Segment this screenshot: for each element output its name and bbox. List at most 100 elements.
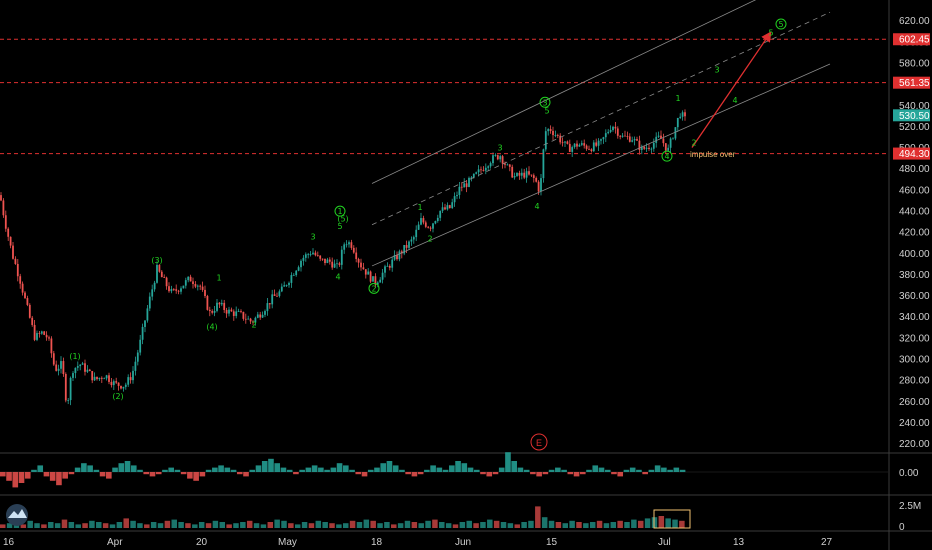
candle-body — [148, 296, 151, 309]
volume-bar — [41, 524, 47, 528]
oscillator-bar — [199, 472, 206, 477]
candle-body — [547, 129, 550, 132]
price-axis-tick: 620.00 — [899, 16, 930, 27]
candle-body — [340, 249, 343, 265]
volume-bar — [322, 522, 328, 528]
oscillator-bar — [380, 463, 387, 472]
price-axis-tick: 380.00 — [899, 270, 930, 281]
oscillator-bar — [424, 469, 430, 472]
volume-bar — [301, 522, 308, 528]
oscillator-bar — [648, 469, 655, 472]
candle-body — [660, 135, 662, 139]
candle-body — [403, 245, 406, 254]
candle-body — [540, 178, 542, 192]
candle-body — [604, 133, 607, 138]
candle-body — [640, 146, 643, 150]
volume-bar — [61, 519, 68, 528]
candle-body — [180, 288, 182, 292]
candle-body — [463, 183, 466, 188]
volume-bar — [562, 523, 569, 528]
candle-body — [50, 338, 53, 354]
candle-body — [312, 252, 314, 255]
candle-body — [216, 302, 218, 311]
oscillator-bar — [99, 472, 106, 477]
candle-body — [636, 139, 638, 141]
candle-body — [24, 292, 26, 299]
candle-body — [120, 385, 122, 389]
candle-body — [638, 140, 641, 150]
volume-bar — [404, 520, 411, 528]
candle-body — [33, 324, 36, 340]
candle-body — [160, 271, 163, 278]
oscillator-bar — [349, 469, 355, 472]
candle-body — [475, 172, 478, 174]
oscillator-bar — [130, 465, 137, 472]
oscillator-bar — [592, 465, 599, 472]
candle-body — [187, 276, 190, 281]
volume-bar — [102, 523, 109, 528]
oscillator-bar — [87, 465, 93, 472]
candle-body — [285, 285, 288, 286]
candle-body — [528, 171, 530, 175]
candle-body — [266, 303, 269, 312]
candle-body — [105, 375, 108, 379]
candle-body — [242, 311, 245, 319]
wave-label: 4 — [732, 96, 737, 105]
volume-bar — [397, 523, 404, 528]
candle-body — [196, 285, 199, 287]
candle-body — [230, 309, 233, 312]
candle-body — [79, 364, 82, 367]
oscillator-bar — [598, 467, 605, 472]
price-axis-tick: 340.00 — [899, 312, 930, 323]
oscillator-bar — [343, 465, 349, 472]
candle-body — [232, 311, 235, 316]
candle-body — [96, 376, 98, 380]
candle-body — [158, 264, 161, 272]
candle-body — [372, 276, 374, 282]
price-axis-tick: 320.00 — [899, 333, 930, 344]
candle-body — [650, 148, 653, 150]
oscillator-bar — [492, 472, 499, 475]
candle-body — [376, 282, 379, 285]
oscillator-bar — [480, 472, 486, 475]
candle-body — [499, 156, 502, 160]
volume-bar — [569, 520, 575, 528]
candle-body — [132, 370, 134, 381]
candle-body — [576, 143, 578, 147]
current-price-tag-text: 530.50 — [899, 111, 930, 122]
volume-bar — [240, 522, 246, 528]
volume-bar — [343, 523, 349, 528]
candle-body — [384, 266, 386, 273]
price-level-tag — [893, 147, 930, 160]
candle-body — [252, 321, 254, 323]
candle-body — [580, 143, 583, 145]
candle-body — [487, 166, 490, 168]
volume-bar — [274, 519, 280, 528]
candle-body — [655, 136, 658, 143]
volume-bar — [82, 523, 88, 528]
oscillator-bar — [555, 467, 561, 472]
volume-bar — [528, 520, 534, 528]
oscillator-bar — [511, 461, 517, 472]
candle-body — [667, 147, 670, 151]
oscillator-bar — [617, 472, 624, 477]
volume-bar — [493, 520, 500, 528]
volume-bar — [624, 522, 630, 528]
volume-bar — [212, 520, 219, 528]
candle-body — [482, 169, 485, 171]
volume-bar — [185, 523, 191, 528]
oscillator-bar — [523, 469, 530, 472]
candle-body — [321, 258, 324, 260]
candle-body — [136, 352, 139, 362]
oscillator-bar — [324, 469, 330, 472]
oscillator-bar — [193, 472, 199, 481]
oscillator-bar — [654, 465, 661, 472]
volume-bar — [391, 524, 397, 528]
price-axis-tick: 240.00 — [899, 418, 930, 429]
wave-label: 4 — [335, 273, 340, 282]
candle-body — [552, 130, 554, 136]
volume-bar — [349, 520, 356, 528]
oscillator-bar — [274, 463, 281, 472]
